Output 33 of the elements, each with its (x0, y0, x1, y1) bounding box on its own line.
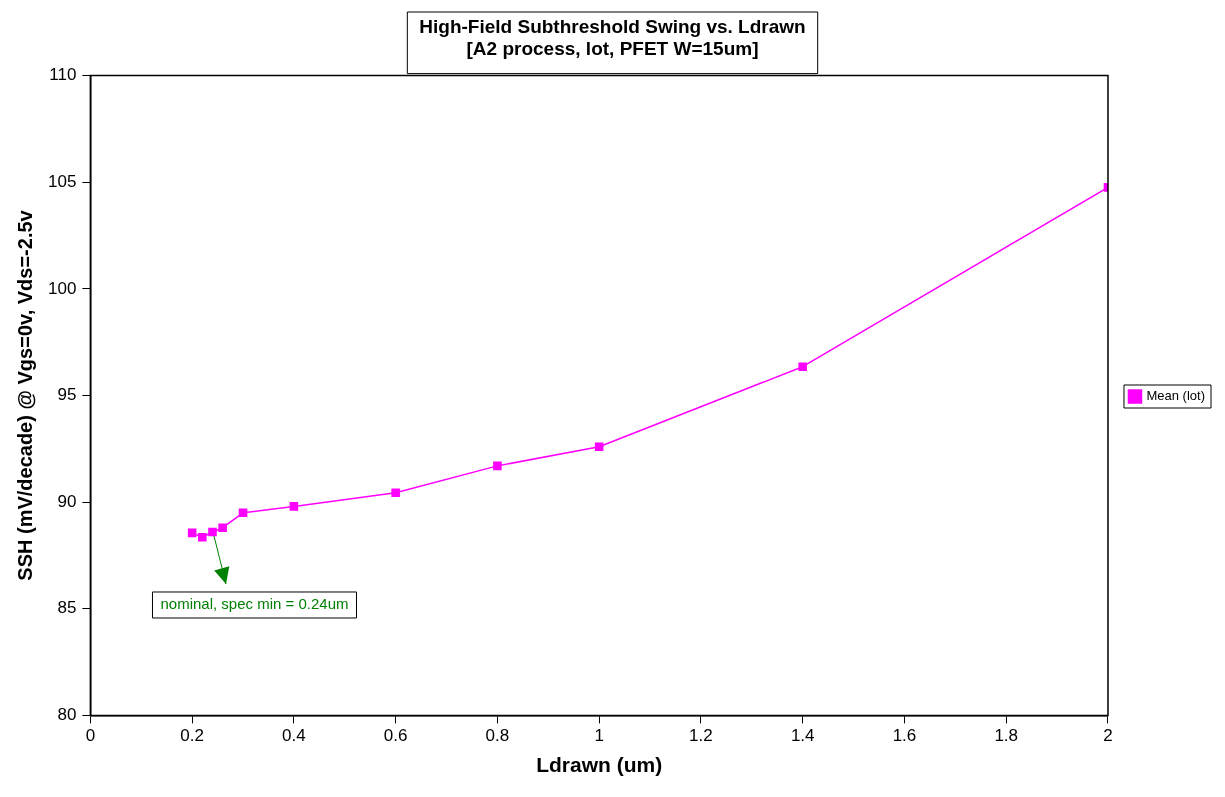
y-tick-label: 85 (57, 598, 77, 618)
point (798, 362, 807, 371)
y-tick-label: 90 (57, 491, 77, 511)
legend-label: Mean (lot) (1146, 388, 1206, 404)
point (493, 461, 502, 471)
x-tick-label: 0 (85, 726, 96, 746)
x-tick-label: 1.4 (790, 726, 815, 746)
x-tick-label: 0.8 (485, 726, 510, 746)
x-tick-label: 1.8 (994, 726, 1019, 746)
x-tick-label: 0.4 (282, 726, 306, 746)
x-tick-label: 0.2 (180, 726, 204, 746)
x-tick-label: 1.6 (892, 726, 917, 746)
x-tick-label: 1.2 (689, 726, 713, 746)
x-tick-label: 1 (594, 726, 604, 746)
point (594, 442, 604, 451)
point (289, 502, 299, 511)
point (391, 488, 400, 498)
y-tick-label: 95 (57, 385, 77, 405)
point (238, 508, 248, 518)
x-tick-label: 2 (1103, 726, 1113, 746)
y-tick-label: 100 (47, 278, 77, 298)
y-tick-label: 80 (57, 705, 77, 725)
annotation: nominal, spec min = 0.24um (160, 595, 349, 613)
x-axis-title: Ldrawn (um) (536, 753, 663, 777)
point (218, 523, 227, 533)
point (208, 527, 217, 537)
y-tick-label: 105 (47, 171, 77, 191)
y-tick-label: 110 (49, 65, 77, 85)
x-tick-label: 0.6 (383, 726, 408, 746)
point (198, 533, 207, 542)
y-axis-title: SSH (mV/decade) @ Vgs=0v, Vds=-2.5v (13, 209, 36, 581)
chart-title: High-Field Subthreshold Swing vs. Ldrawn [A2 process, lot, PFET W=15um] (419, 15, 806, 60)
point (187, 528, 197, 538)
